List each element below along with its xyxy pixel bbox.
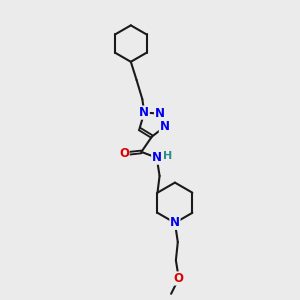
Text: N: N xyxy=(170,216,180,230)
Text: H: H xyxy=(163,151,172,161)
Text: N: N xyxy=(152,151,162,164)
Text: N: N xyxy=(154,107,165,120)
Text: O: O xyxy=(174,272,184,285)
Text: N: N xyxy=(159,121,170,134)
Text: O: O xyxy=(119,147,129,160)
Text: N: N xyxy=(139,106,149,119)
